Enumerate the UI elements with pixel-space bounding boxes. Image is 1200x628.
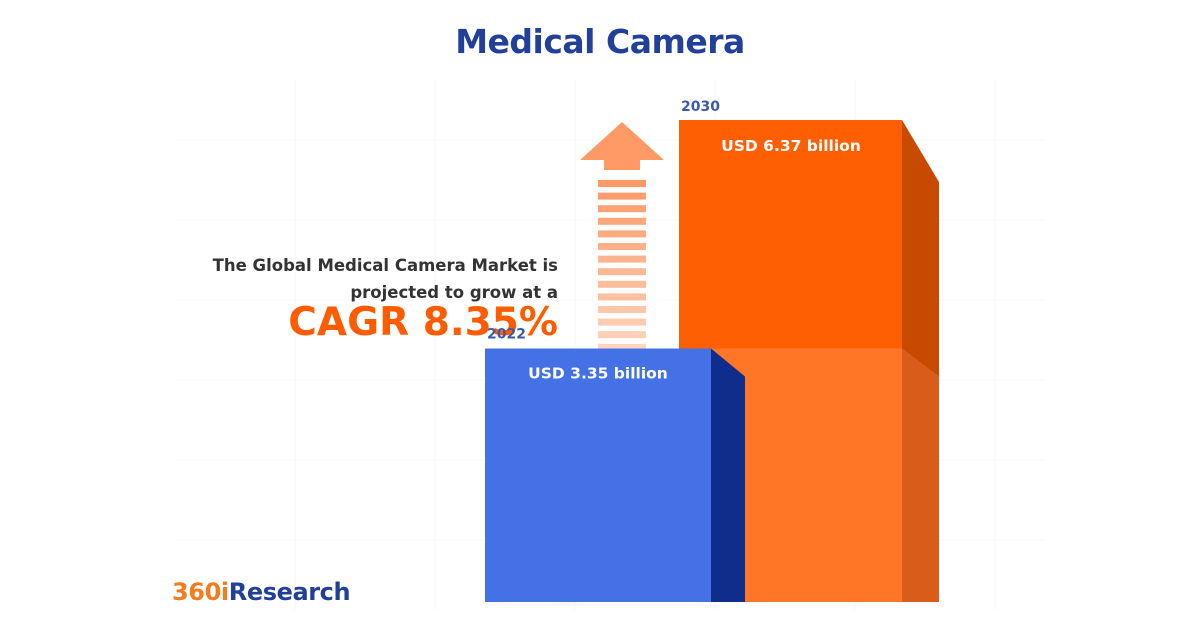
logo-part-2: Research: [228, 578, 351, 606]
bar-2022-side: [711, 348, 745, 602]
year-label-2030: 2030: [681, 99, 720, 115]
brand-logo: 360iResearch: [172, 578, 351, 606]
year-label-2022: 2022: [487, 327, 526, 343]
bar-2022: [485, 348, 711, 602]
bar-2030-overlap-side: [902, 348, 939, 602]
cagr-value: CAGR 8.35%: [288, 300, 558, 345]
page-title: Medical Camera: [455, 22, 745, 61]
logo-part-1: 360i: [172, 578, 229, 606]
bar-2030-overlap: [711, 348, 939, 602]
market-description: The Global Medical Camera Market is proj…: [138, 252, 558, 306]
description-line-1: The Global Medical Camera Market is: [212, 256, 558, 275]
value-label-2022: USD 3.35 billion: [528, 365, 668, 383]
description-line-2: projected to grow at a: [350, 283, 558, 302]
value-label-2030: USD 6.37 billion: [721, 137, 861, 155]
